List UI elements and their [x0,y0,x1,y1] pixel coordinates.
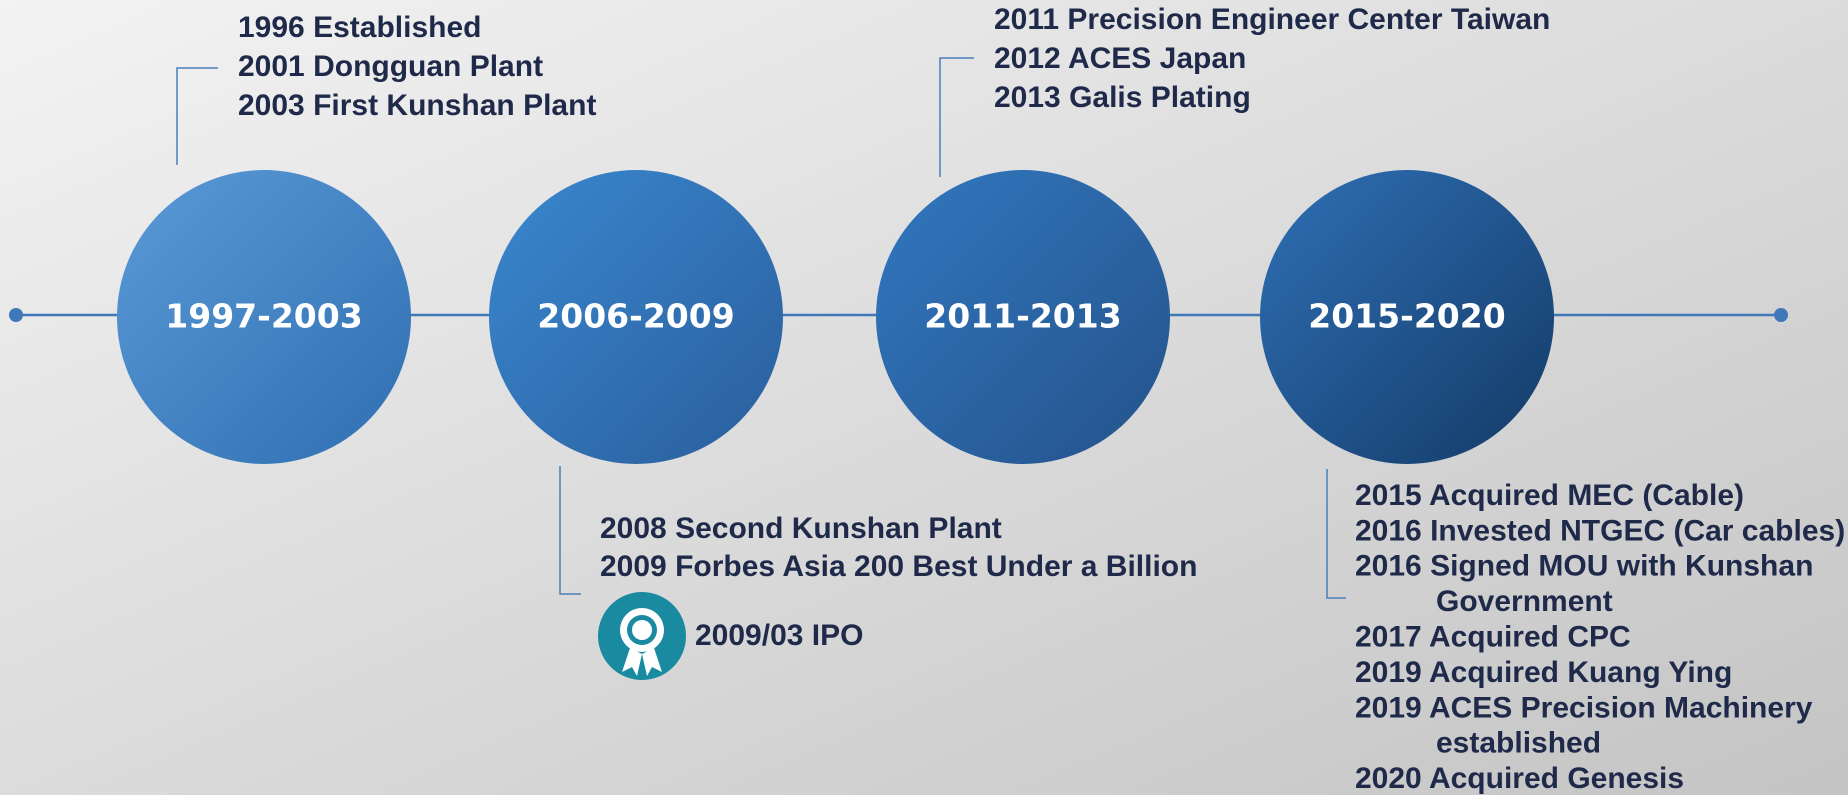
bracket [939,57,974,177]
period-label: 1997-2003 [165,297,362,336]
event-text: 2020 Acquired Genesis [1355,762,1684,795]
event-text: 2001 Dongguan Plant [238,50,543,83]
event-text: 2012 ACES Japan [994,42,1246,75]
event-text: 2019 Acquired Kuang Ying [1355,656,1732,689]
period-circle [117,170,411,464]
period-label: 2015-2020 [1308,297,1505,336]
period-label: 2006-2009 [537,297,734,336]
period-label: 2011-2013 [924,297,1121,336]
period-circle [1260,170,1554,464]
event-text: Government [1436,585,1613,618]
event-text: 2017 Acquired CPC [1355,621,1631,654]
period-circle [489,170,783,464]
period-circle [876,170,1170,464]
event-text: 2008 Second Kunshan Plant [600,512,1002,545]
bracket [559,466,581,595]
axis-end [1774,308,1788,322]
event-text: 2011 Precision Engineer Center Taiwan [994,3,1550,36]
axis-end [9,308,23,322]
milestone: 2009/03 IPO [695,619,863,652]
event-text: 2003 First Kunshan Plant [238,89,596,122]
event-text: 2019 ACES Precision Machinery [1355,691,1813,724]
event-text: 2013 Galis Plating [994,81,1251,114]
event-text: established [1436,727,1601,760]
event-text: 1996 Established [238,11,481,44]
bracket [176,67,218,165]
award-icon [598,592,686,680]
bracket [1326,469,1346,599]
event-text: 2009 Forbes Asia 200 Best Under a Billio… [600,550,1197,583]
event-text: 2016 Invested NTGEC (Car cables) [1355,514,1845,547]
events: 1996 Established 2001 Dongguan Plant 2003 … [238,3,1845,795]
event-text: 2015 Acquired MEC (Cable) [1355,479,1744,512]
event-text: 2016 Signed MOU with Kunshan [1355,550,1813,583]
